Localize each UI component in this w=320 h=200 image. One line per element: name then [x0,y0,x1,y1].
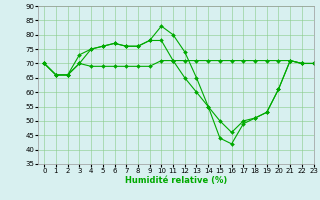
X-axis label: Humidité relative (%): Humidité relative (%) [125,176,227,185]
